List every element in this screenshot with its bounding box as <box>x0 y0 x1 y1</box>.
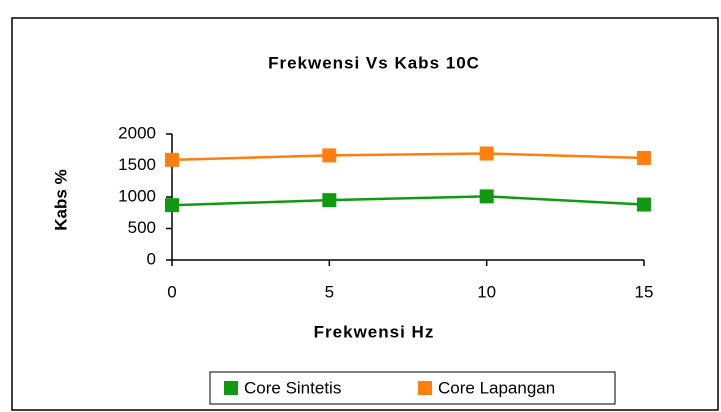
data-point <box>637 197 651 212</box>
y-tick-label: 1000 <box>118 186 156 205</box>
x-tick-label: 0 <box>167 282 176 301</box>
legend-swatch <box>224 381 238 395</box>
y-tick-label: 1500 <box>118 155 156 174</box>
legend-label: Core Sintetis <box>244 378 341 397</box>
legend-label: Core Lapangan <box>438 378 555 397</box>
data-point <box>637 150 651 165</box>
x-tick-label: 15 <box>635 282 654 301</box>
chart-title: Frekwensi Vs Kabs 10C <box>268 53 480 72</box>
x-tick-label: 10 <box>477 282 496 301</box>
chart-frame <box>11 17 719 411</box>
y-axis-label: Kabs % <box>51 169 70 230</box>
legend-swatch <box>418 381 432 395</box>
data-point <box>165 198 179 213</box>
x-axis-label: Frekwensi Hz <box>314 322 435 341</box>
series-line <box>171 195 645 207</box>
data-point <box>165 152 179 167</box>
y-tick-label: 0 <box>147 249 156 268</box>
data-point <box>322 193 337 208</box>
x-tick-label: 5 <box>325 282 334 301</box>
y-tick-label: 2000 <box>118 123 156 142</box>
data-point <box>322 148 337 163</box>
data-point <box>479 189 494 204</box>
y-tick-label: 500 <box>128 218 156 237</box>
legend <box>209 371 616 405</box>
series-line <box>171 152 645 162</box>
data-point <box>479 146 494 161</box>
